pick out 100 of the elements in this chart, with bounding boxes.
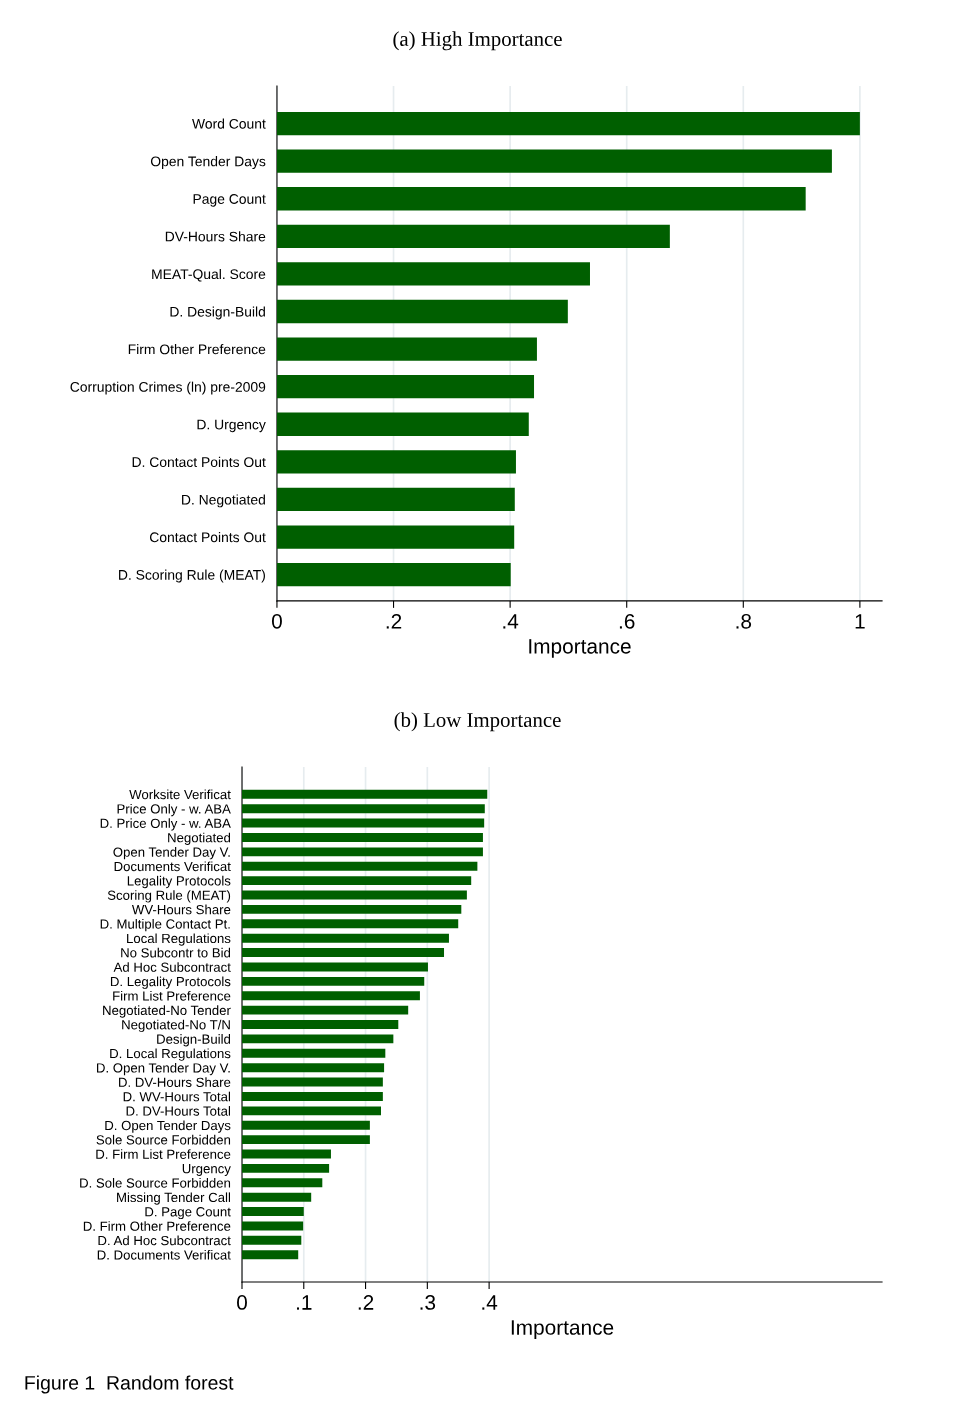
bar [276,450,516,474]
bar [242,948,445,958]
chart-title: (b) Low Importance [394,712,561,732]
bar [242,1163,330,1173]
caption: Figure 1 Random forest [25,1375,234,1394]
y-tick-label: Worksite Verificat [129,789,231,800]
y-tick-label: Page Count [193,194,266,207]
y-tick-label: D. Local Regulations [110,1048,231,1061]
y-tick-label: D. Page Count [145,1207,231,1220]
bar [242,1091,383,1101]
y-tick-label: D. DV-Hours Share [119,1077,231,1087]
y-tick-label: Word Count [192,118,266,129]
y-tick-label: Negotiated-No T/N [122,1019,230,1033]
y-tick-label: Contact Points Out [149,532,266,543]
bar [242,847,483,857]
y-tick-label: Missing Tender Call [117,1192,231,1205]
bar [242,919,459,929]
x-tick-label: .8 [736,613,752,629]
y-tick-label: Firm List Preference [113,990,231,1001]
y-tick-label: D. Negotiated [182,494,265,508]
x-axis-title: Importance [529,639,631,658]
x-tick-label: 0 [237,1295,247,1310]
bar [242,789,488,799]
y-tick-label: D. Price Only - w. ABA [100,818,231,831]
chart-title: (a) High Importance [393,31,562,51]
x-axis-title: Importance [511,1320,614,1339]
bar [242,1020,399,1029]
bar [242,876,472,886]
y-tick-label: Legality Protocols [127,875,231,889]
bar [242,1048,386,1058]
bar [242,1221,304,1231]
x-tick-label: .4 [482,1295,498,1310]
y-tick-label: Sole Source Forbidden [96,1134,231,1145]
y-tick-label: Open Tender Day V. [113,847,230,860]
x-tick-label: .3 [420,1295,436,1310]
x-tick-label: 1 [855,614,865,629]
bar [242,1235,302,1245]
y-tick-label: Negotiated-No Tender [103,1005,231,1018]
y-tick-label: DV-Hours Share [165,231,266,242]
y-tick-label: D. Contact Points Out [132,456,266,468]
bar [242,818,485,828]
y-tick-label: Firm Other Preference [128,344,266,355]
bar [242,1106,381,1116]
y-tick-label: D. Documents Verificat [97,1249,231,1260]
bar [276,224,670,248]
y-tick-label: Price Only - w. ABA [117,803,231,817]
bar [276,149,832,173]
bar [242,962,428,972]
x-tick-label: .2 [386,613,402,629]
y-tick-label: Open Tender Days [150,156,266,170]
y-tick-label: Corruption Crimes (ln) pre-2009 [70,381,266,395]
y-tick-label: D. WV-Hours Total [123,1091,231,1102]
bar [242,1250,299,1260]
y-tick-label: Ad Hoc Subcontract [113,962,231,972]
bar [242,1120,370,1130]
y-tick-label: Design-Build [157,1034,231,1047]
y-tick-label: Scoring Rule (MEAT) [107,890,231,903]
bar [276,111,860,136]
bar [242,1005,409,1015]
bar [242,833,483,842]
y-tick-label: D. Design-Build [170,306,265,320]
x-tick-label: .1 [296,1295,312,1310]
bar [242,904,462,914]
bar [276,187,806,211]
bar [276,299,568,324]
y-tick-label: D. Firm List Preference [96,1149,231,1159]
bar [242,1149,331,1159]
x-tick-label: .6 [619,613,635,629]
bar [276,525,515,549]
y-tick-label: D. Urgency [197,419,266,433]
y-tick-label: D. Open Tender Days [105,1120,231,1133]
bar [242,976,425,986]
bar [242,890,467,900]
bar [276,337,537,361]
y-tick-label: MEAT-Qual. Score [152,268,266,282]
y-tick-label: D. DV-Hours Total [126,1106,231,1116]
bar [242,861,478,871]
y-tick-label: D. Ad Hoc Subcontract [98,1235,231,1246]
x-tick-label: 0 [271,613,282,629]
x-tick-label: .4 [503,614,519,629]
y-tick-label: Urgency [182,1164,231,1176]
bar [276,262,590,286]
bar [242,1063,385,1073]
bar [242,1178,323,1188]
bar [242,991,420,1001]
bar [242,1192,312,1202]
bar [242,1077,383,1087]
bar [242,1207,304,1217]
bar [242,1034,394,1044]
x-tick-label: .2 [358,1295,374,1310]
y-tick-label: Documents Verificat [114,861,231,872]
bar [276,487,515,512]
bar [242,1135,370,1145]
bar [276,562,511,587]
y-tick-label: D. Sole Source Forbidden [80,1178,231,1188]
bar [276,375,535,399]
bar [242,804,485,814]
bar [276,412,529,436]
bar [242,933,449,943]
y-tick-label: D. Scoring Rule (MEAT) [119,569,265,583]
